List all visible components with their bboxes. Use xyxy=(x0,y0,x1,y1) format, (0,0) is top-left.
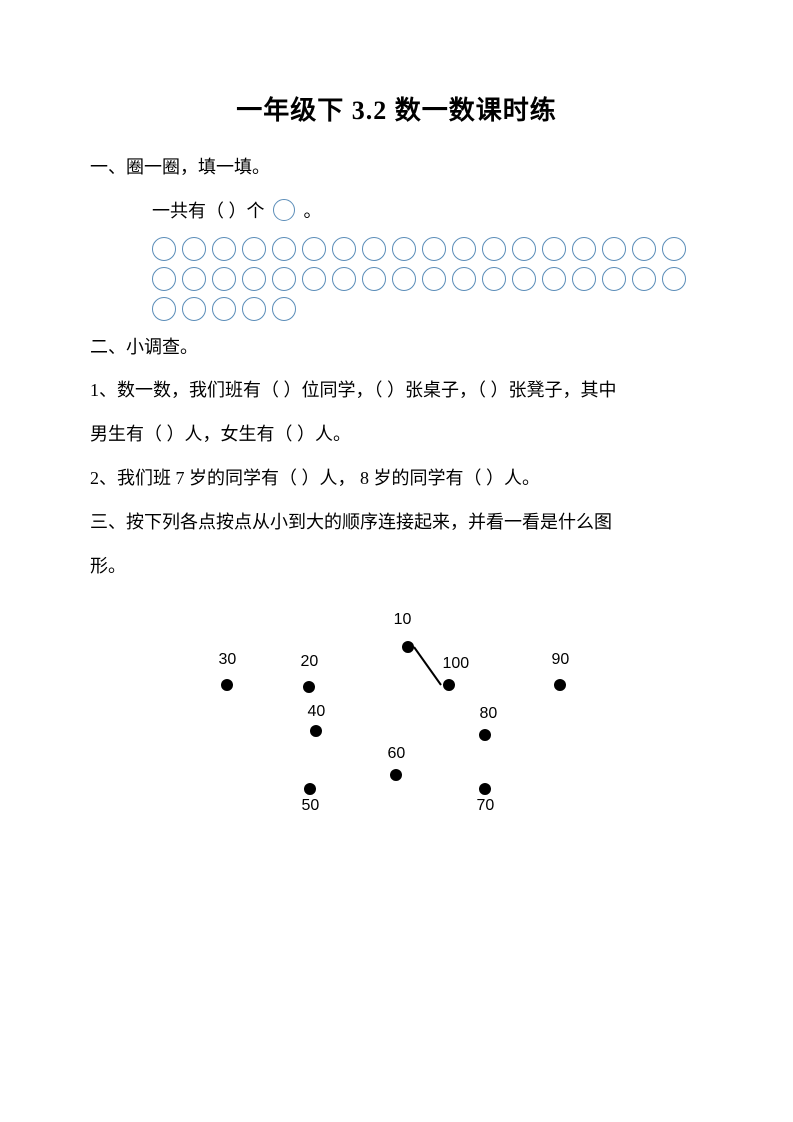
dot-label: 60 xyxy=(388,745,406,763)
circle-icon xyxy=(422,267,446,291)
circle-icon xyxy=(602,267,626,291)
dot-100: 100 xyxy=(443,655,470,691)
dot-point xyxy=(554,679,566,691)
circle-icon xyxy=(452,267,476,291)
inline-circle-icon xyxy=(273,199,295,221)
dot-80: 80 xyxy=(480,705,498,741)
circle-icon xyxy=(512,267,536,291)
circle-row xyxy=(152,237,703,261)
circle-icon xyxy=(152,297,176,321)
circle-icon xyxy=(242,237,266,261)
circle-icon xyxy=(662,267,686,291)
dot-point xyxy=(443,679,455,691)
dot-10: 10 xyxy=(392,611,414,653)
circle-icon xyxy=(302,237,326,261)
dot-label: 100 xyxy=(443,655,470,673)
q1-line-text: 一共有（ ）个 xyxy=(152,201,265,221)
circle-icon xyxy=(332,237,356,261)
dot-point xyxy=(304,783,316,795)
circle-icon xyxy=(302,267,326,291)
q2-item1-a: 1、数一数，我们班有（ ）位同学，（ ）张桌子，（ ）张凳子，其中 xyxy=(90,372,703,410)
circle-icon xyxy=(362,237,386,261)
circle-icon xyxy=(482,237,506,261)
page-title: 一年级下 3.2 数一数课时练 xyxy=(90,90,703,127)
dot-point xyxy=(310,725,322,737)
dot-point xyxy=(390,769,402,781)
circle-row xyxy=(152,267,703,291)
dot-point xyxy=(479,783,491,795)
circle-row xyxy=(152,297,703,321)
dot-60: 60 xyxy=(388,745,406,781)
q2-heading: 二、小调查。 xyxy=(90,329,703,367)
dot-point xyxy=(303,681,315,693)
dot-90: 90 xyxy=(552,651,570,691)
q1-line-suffix: 。 xyxy=(304,201,322,221)
circle-icon xyxy=(662,237,686,261)
q2-item1-b: 男生有（ ）人，女生有（ ）人。 xyxy=(90,416,703,454)
circle-icon xyxy=(572,237,596,261)
circle-icon xyxy=(422,237,446,261)
dot-label: 20 xyxy=(301,653,319,671)
circle-icon xyxy=(182,237,206,261)
circle-icon xyxy=(272,267,296,291)
circle-icon xyxy=(152,267,176,291)
connect-dots-figure: 10 100 90 80 70 60 50 40 20 30 xyxy=(157,605,637,885)
q1-line: 一共有（ ）个 。 xyxy=(152,193,703,231)
circle-icon xyxy=(392,267,416,291)
circle-icon xyxy=(632,267,656,291)
circle-icon xyxy=(272,237,296,261)
dot-point xyxy=(221,679,233,691)
q3-heading-b: 形。 xyxy=(90,548,703,586)
circle-icon xyxy=(632,237,656,261)
circle-icon xyxy=(602,237,626,261)
q1-heading: 一、圈一圈，填一填。 xyxy=(90,149,703,187)
dot-40: 40 xyxy=(308,703,326,737)
circle-icon xyxy=(182,297,206,321)
circle-icon xyxy=(392,237,416,261)
dot-label: 10 xyxy=(394,611,412,629)
dot-label: 50 xyxy=(302,797,320,815)
dot-label: 90 xyxy=(552,651,570,669)
circle-icon xyxy=(482,267,506,291)
circle-icon xyxy=(512,237,536,261)
q3-heading-a: 三、按下列各点按点从小到大的顺序连接起来，并看一看是什么图 xyxy=(90,504,703,542)
circle-icon xyxy=(242,267,266,291)
circle-icon xyxy=(152,237,176,261)
circle-icon xyxy=(452,237,476,261)
circle-icon xyxy=(212,267,236,291)
circle-icon xyxy=(542,237,566,261)
connect-line xyxy=(414,647,441,685)
dot-label: 80 xyxy=(480,705,498,723)
circle-icon xyxy=(572,267,596,291)
dot-label: 70 xyxy=(477,797,495,815)
circle-icon xyxy=(272,297,296,321)
dot-point xyxy=(402,641,414,653)
circle-icon xyxy=(242,297,266,321)
circle-grid xyxy=(152,237,703,321)
dot-30: 30 xyxy=(219,651,237,691)
circle-icon xyxy=(542,267,566,291)
dot-label: 30 xyxy=(219,651,237,669)
circle-icon xyxy=(182,267,206,291)
dot-point xyxy=(479,729,491,741)
circle-icon xyxy=(362,267,386,291)
circle-icon xyxy=(212,237,236,261)
dot-20: 20 xyxy=(301,653,319,693)
dot-label: 40 xyxy=(308,703,326,721)
circle-icon xyxy=(212,297,236,321)
circle-icon xyxy=(332,267,356,291)
q2-item2: 2、我们班 7 岁的同学有（ ）人， 8 岁的同学有（ ）人。 xyxy=(90,460,703,498)
